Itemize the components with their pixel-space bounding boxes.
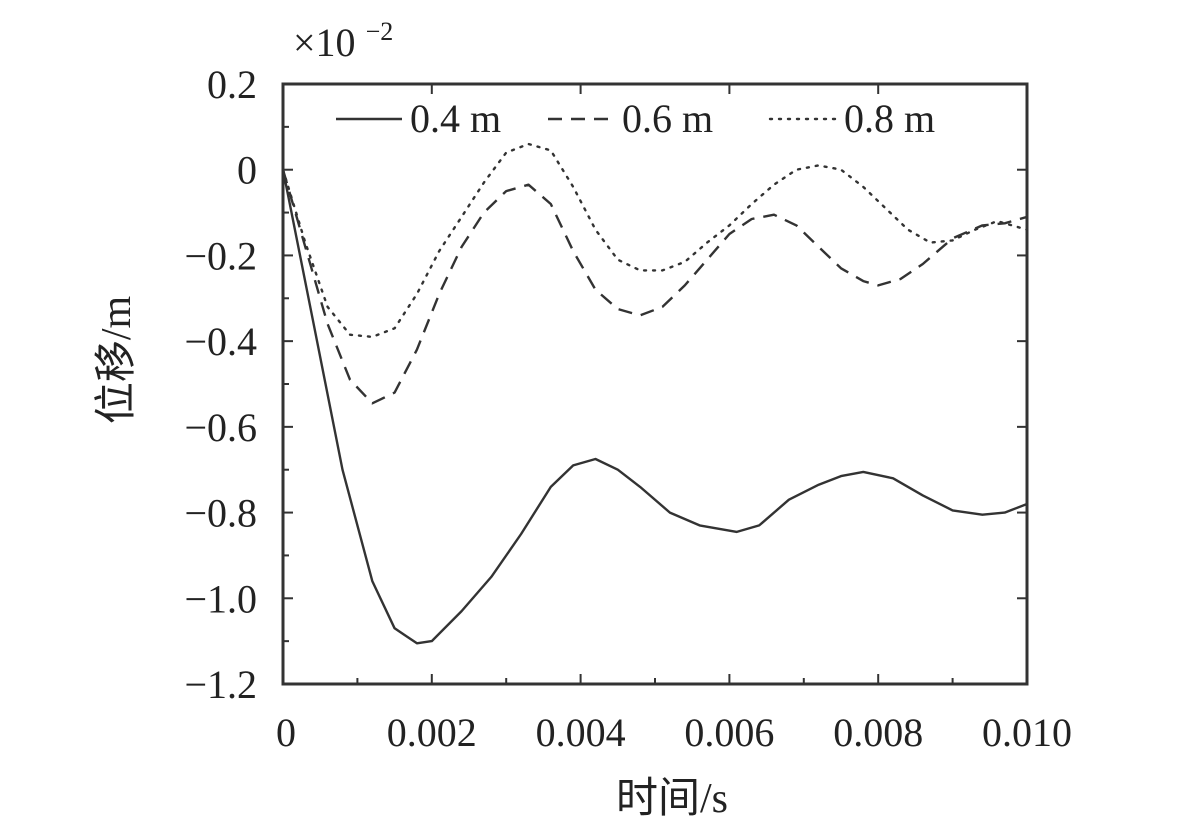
series-line-3 — [281, 142, 1029, 339]
series-layer — [281, 142, 1029, 645]
axis-scale-factor: ×10 −2 — [293, 17, 393, 65]
y-axis-ticks: 0.2 0 −0.2 −0.4 −0.6 −0.8 −1.0 −1.2 — [184, 62, 1027, 707]
y-tick-label: −1.0 — [184, 576, 257, 621]
y-tick-label: 0.2 — [207, 62, 257, 107]
legend-label-1: 0.4 m — [410, 96, 501, 141]
plot-frame — [281, 82, 1029, 686]
x-tick-label: 0.002 — [387, 710, 477, 755]
x-tick-label: 0 — [276, 710, 296, 755]
y-tick-label: −0.6 — [184, 405, 257, 450]
x-axis-title: 时间/s — [616, 776, 728, 822]
y-tick-label: 0 — [237, 148, 257, 193]
y-tick-label: −0.2 — [184, 233, 257, 278]
scale-factor-exponent: −2 — [366, 17, 394, 46]
y-axis-title: 位移/m — [93, 296, 140, 425]
series-line-1 — [281, 169, 1028, 645]
legend-label-3: 0.8 m — [844, 96, 935, 141]
plot-area — [281, 82, 1029, 686]
x-tick-label: 0.010 — [982, 710, 1072, 755]
series-line-2 — [281, 169, 1028, 405]
x-tick-label: 0.004 — [536, 710, 626, 755]
legend: 0.4 m 0.6 m 0.8 m — [336, 96, 935, 141]
x-axis-ticks: 0 0.002 0.004 0.006 0.008 0.010 — [276, 84, 1072, 755]
y-tick-label: −0.8 — [184, 491, 257, 536]
y-tick-label: −0.4 — [184, 319, 257, 364]
legend-label-2: 0.6 m — [622, 96, 713, 141]
y-tick-label: −1.2 — [184, 662, 257, 707]
x-tick-label: 0.008 — [833, 710, 923, 755]
x-tick-label: 0.006 — [684, 710, 774, 755]
scale-factor-base: ×10 — [293, 20, 356, 65]
